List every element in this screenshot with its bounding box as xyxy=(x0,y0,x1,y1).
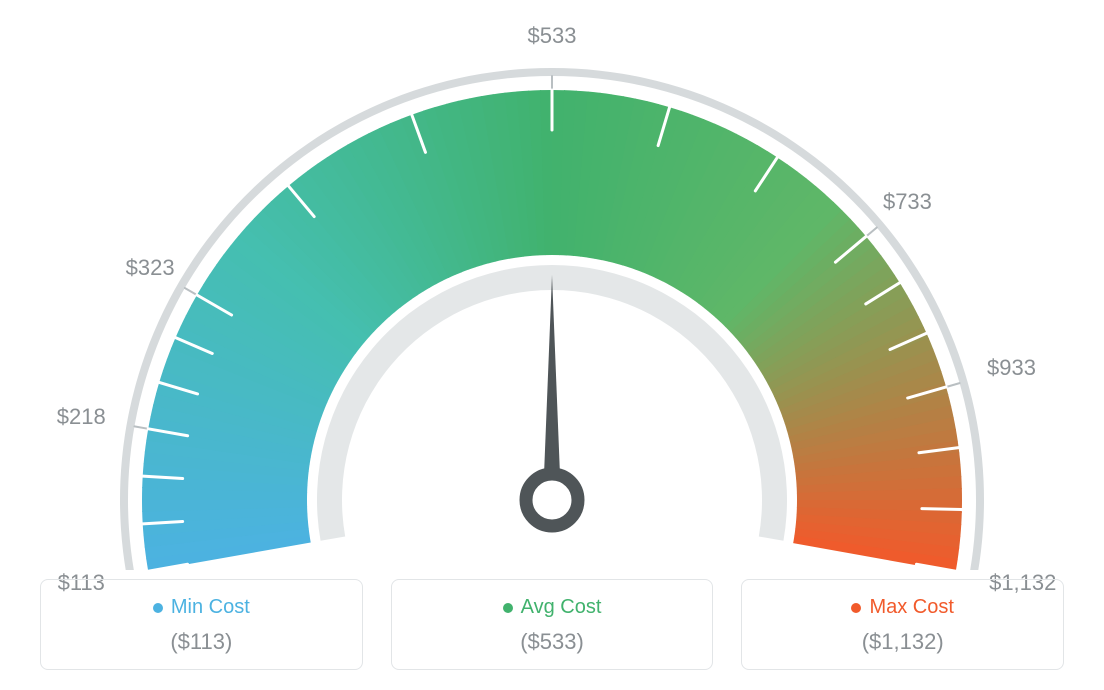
legend-avg-value: ($533) xyxy=(402,629,703,655)
legend-max-title: Max Cost xyxy=(851,596,953,619)
legend-min-box: Min Cost ($113) xyxy=(40,579,363,670)
legend-row: Min Cost ($113) Avg Cost ($533) Max Cost… xyxy=(40,579,1064,670)
legend-max-dot xyxy=(851,603,861,613)
legend-min-title: Min Cost xyxy=(153,596,250,619)
legend-avg-title: Avg Cost xyxy=(503,596,602,619)
legend-avg-box: Avg Cost ($533) xyxy=(391,579,714,670)
legend-min-value: ($113) xyxy=(51,629,352,655)
legend-min-label: Min Cost xyxy=(171,596,250,619)
gauge-tick-label: $533 xyxy=(528,23,577,49)
legend-max-value: ($1,132) xyxy=(752,629,1053,655)
legend-max-box: Max Cost ($1,132) xyxy=(741,579,1064,670)
legend-avg-label: Avg Cost xyxy=(521,596,602,619)
gauge-tick-label: $218 xyxy=(57,404,106,430)
gauge-tick-label: $933 xyxy=(987,355,1036,381)
legend-min-dot xyxy=(153,603,163,613)
gauge-tick-label: $733 xyxy=(883,189,932,215)
gauge-svg xyxy=(0,10,1104,570)
cost-gauge-chart: $113$218$323$533$733$933$1,132 Min Cost … xyxy=(0,0,1104,690)
gauge-area: $113$218$323$533$733$933$1,132 xyxy=(0,10,1104,570)
legend-avg-dot xyxy=(503,603,513,613)
gauge-tick-label: $323 xyxy=(126,255,175,281)
legend-max-label: Max Cost xyxy=(869,596,953,619)
